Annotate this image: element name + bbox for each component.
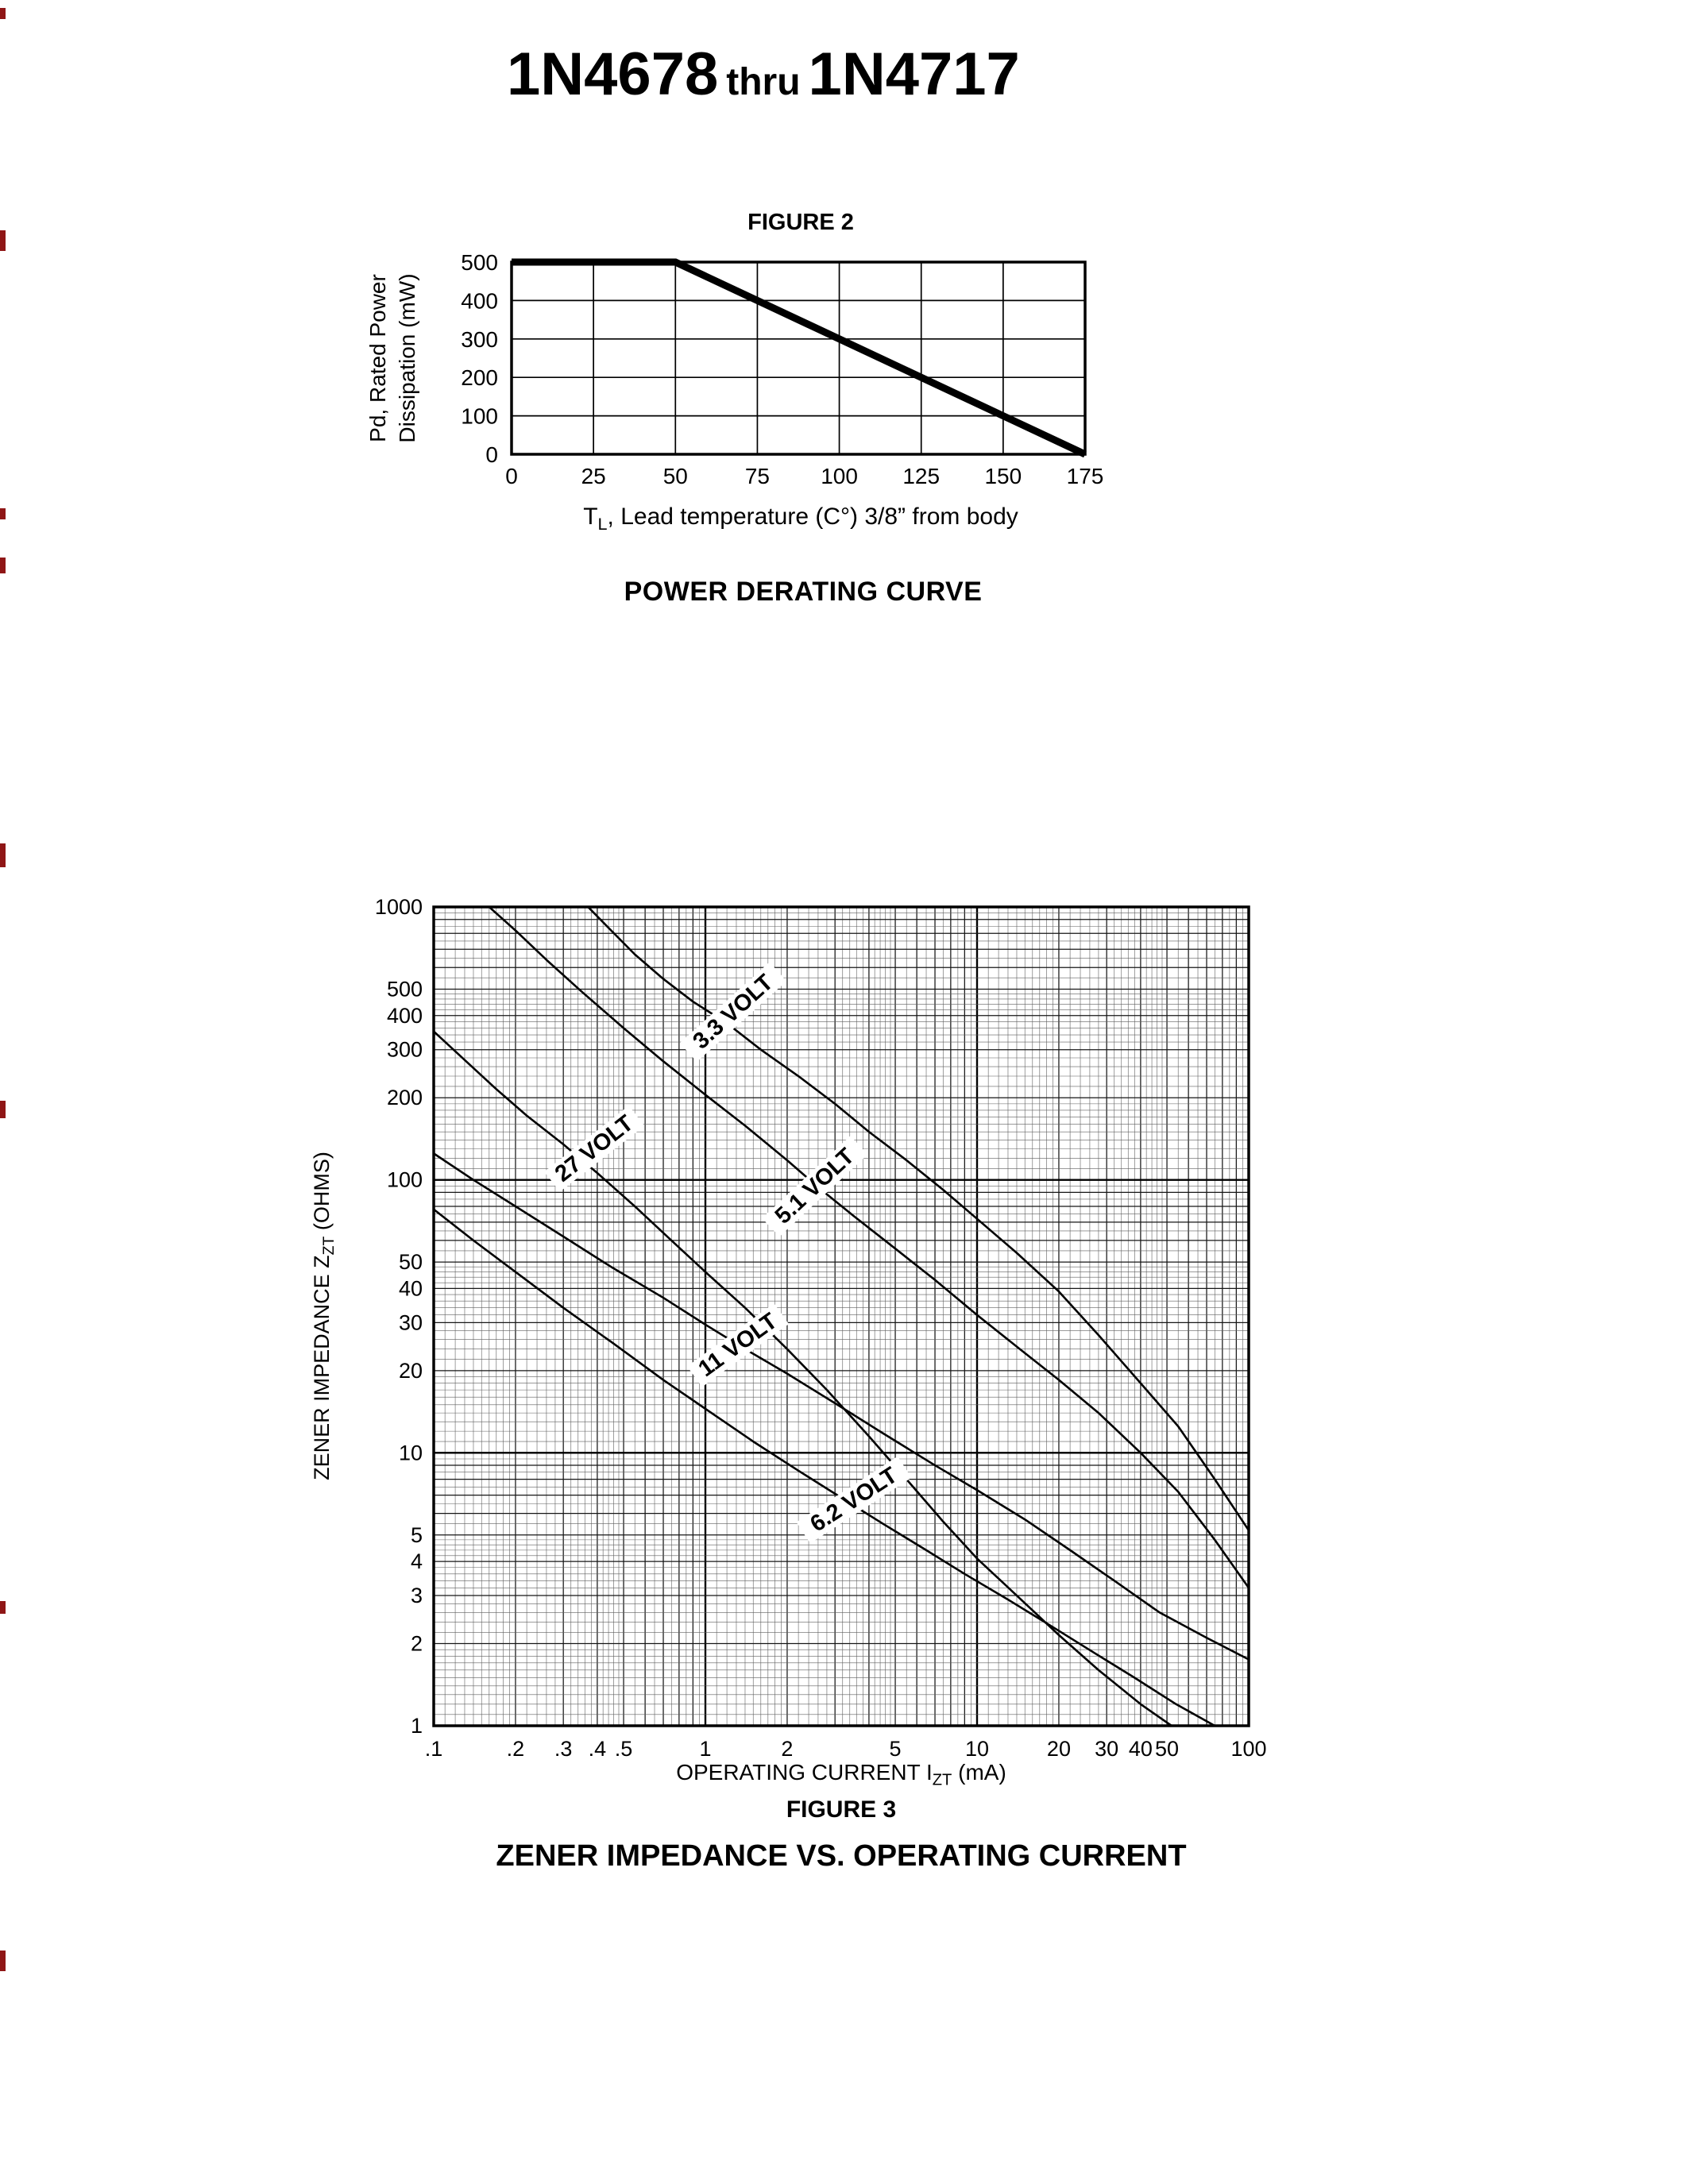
figure3-x-axis-label-sub: ZT — [932, 1771, 952, 1789]
scan-artifact-mark — [0, 508, 6, 519]
fig3-y-tick-label: 300 — [387, 1038, 423, 1062]
fig3-y-tick-label: 40 — [399, 1276, 423, 1300]
fig3-y-tick-label: 2 — [411, 1632, 423, 1656]
figure3-y-axis-label-pre: ZENER IMPEDANCE Z — [309, 1255, 334, 1480]
fig3-x-tick-label: 10 — [965, 1737, 989, 1761]
fig3-x-tick-label: .3 — [554, 1737, 573, 1761]
fig2-x-tick-label: 50 — [663, 464, 688, 488]
scan-artifact-mark — [0, 230, 6, 251]
scan-artifact-mark — [0, 843, 6, 867]
fig2-y-tick-label: 300 — [461, 327, 498, 352]
curve-label-background — [796, 1456, 912, 1544]
power-derating-curve — [512, 258, 1087, 458]
fig3-x-tick-label: .1 — [425, 1737, 443, 1761]
curve-label-group-5.1-volt: 5.1 VOLT — [762, 1136, 868, 1237]
fig2-x-tick-label: 150 — [984, 464, 1022, 488]
scan-artifact-mark — [0, 1101, 6, 1118]
fig2-x-tick-label: 75 — [745, 464, 770, 488]
impedance-curve-11-volt — [433, 1152, 1250, 1661]
curve-label-background — [679, 962, 787, 1063]
figure3-y-axis-label: ZENER IMPEDANCE ZZT (OHMS) — [310, 1152, 338, 1480]
fig3-x-tick-label: 100 — [1230, 1737, 1266, 1761]
curve-label-background — [687, 1303, 790, 1387]
figure2-y-axis-label: Pd, Rated Power Dissipation (mW) — [363, 273, 422, 442]
figure3-x-axis-label-post: (mA) — [952, 1760, 1006, 1785]
page-title: 1N4678 thru 1N4717 — [507, 40, 1020, 109]
fig2-y-tick-label: 0 — [485, 442, 498, 467]
figure2-y-axis-label-line1: Pd, Rated Power — [365, 274, 390, 442]
fig3-x-tick-label: 2 — [781, 1737, 793, 1761]
fig3-y-tick-label: 10 — [399, 1441, 423, 1464]
curve-label-text: 3.3 VOLT — [688, 970, 778, 1055]
figure3-y-axis-label-post: (OHMS) — [309, 1152, 334, 1237]
fig3-y-tick-label: 4 — [411, 1549, 423, 1573]
fig3-y-tick-label: 1 — [411, 1714, 423, 1738]
title-part-number-start: 1N4678 — [507, 41, 719, 108]
fig2-x-tick-label: 100 — [821, 464, 858, 488]
fig3-y-tick-label: 20 — [399, 1359, 423, 1383]
scan-artifact-mark — [0, 1951, 6, 1971]
fig2-x-tick-label: 125 — [902, 464, 940, 488]
fig3-y-tick-label: 400 — [387, 1004, 423, 1028]
fig3-x-tick-label: 1 — [699, 1737, 711, 1761]
figure2-y-axis-label-line2: Dissipation (mW) — [395, 273, 419, 443]
fig3-y-tick-label: 50 — [399, 1250, 423, 1274]
power-derating-chart: 0 25 50 75 100 125 150 175 500 400 300 200 100 0 — [461, 250, 1104, 488]
figure2-x-axis-label-post: , Lead temperature (C°) 3/8” from body — [607, 504, 1018, 530]
figure2-x-axis-label: TL, Lead temperature (C°) 3/8” from body — [435, 504, 1167, 534]
fig3-x-tick-label: 40 — [1129, 1737, 1153, 1761]
fig3-x-tick-label: 5 — [890, 1737, 902, 1761]
curve-label-background — [544, 1106, 645, 1192]
fig3-x-tick-label: 30 — [1095, 1737, 1118, 1761]
fig3-x-tick-label: 20 — [1047, 1737, 1071, 1761]
fig2-x-tick-label: 25 — [581, 464, 606, 488]
fig3-y-tick-label: 200 — [387, 1086, 423, 1109]
fig3-y-tick-label: 500 — [387, 977, 423, 1001]
scan-artifact-mark — [0, 1601, 6, 1614]
impedance-curve-5.1-volt — [488, 906, 1250, 1589]
fig3-y-tick-label: 1000 — [375, 895, 423, 919]
figure3-caption: ZENER IMPEDANCE VS. OPERATING CURRENT — [496, 1839, 1187, 1873]
title-part-number-end: 1N4717 — [808, 41, 1020, 108]
curve-label-background — [762, 1136, 868, 1237]
fig3-x-tick-label: 50 — [1155, 1737, 1179, 1761]
fig2-x-tick-label: 0 — [505, 464, 518, 488]
fig3-x-tick-label: .5 — [615, 1737, 633, 1761]
figure3-x-axis-label-pre: OPERATING CURRENT I — [676, 1760, 933, 1785]
figure2-x-axis-label-pre: T — [583, 504, 598, 530]
fig2-y-tick-label: 500 — [461, 250, 498, 275]
fig3-plot-border — [432, 905, 1250, 1727]
fig2-y-tick-label: 100 — [461, 404, 498, 429]
fig2-y-tick-label: 400 — [461, 288, 498, 313]
fig3-y-tick-label: 30 — [399, 1310, 423, 1334]
figure2-caption: POWER DERATING CURVE — [624, 577, 983, 607]
fig3-y-tick-label: 3 — [411, 1584, 423, 1607]
fig2-y-tick-label: 200 — [461, 365, 498, 390]
curve-label-group-3.3-volt: 3.3 VOLT — [679, 962, 787, 1063]
fig3-y-tick-label: 100 — [387, 1168, 423, 1192]
fig2-x-tick-label: 175 — [1067, 464, 1104, 488]
fig2-plot-border — [510, 260, 1087, 456]
zener-impedance-chart: .1.2.3.4.5 1 2 5 10 20 30 40 50 10010005004003002… — [375, 895, 1267, 1761]
curve-label-group-11-volt: 11 VOLT — [687, 1303, 790, 1387]
impedance-curve-27-volt — [433, 1030, 1172, 1727]
scan-artifact-mark — [0, 8, 6, 19]
title-thru: thru — [726, 61, 801, 103]
impedance-curve-3.3-volt — [587, 906, 1250, 1531]
figure3-title: FIGURE 3 — [786, 1796, 897, 1823]
scan-artifact-mark — [0, 558, 6, 573]
fig3-x-tick-label: .4 — [589, 1737, 607, 1761]
impedance-curve-6.2-volt — [433, 1208, 1215, 1727]
fig3-y-tick-label: 5 — [411, 1523, 423, 1547]
figure3-x-axis-label: OPERATING CURRENT IZT (mA) — [434, 1760, 1249, 1790]
figure2-title: FIGURE 2 — [747, 210, 854, 235]
fig3-x-tick-label: .2 — [507, 1737, 525, 1761]
figure2-x-axis-label-sub: L — [597, 514, 608, 534]
figure3-y-axis-label-sub: ZT — [320, 1236, 338, 1256]
